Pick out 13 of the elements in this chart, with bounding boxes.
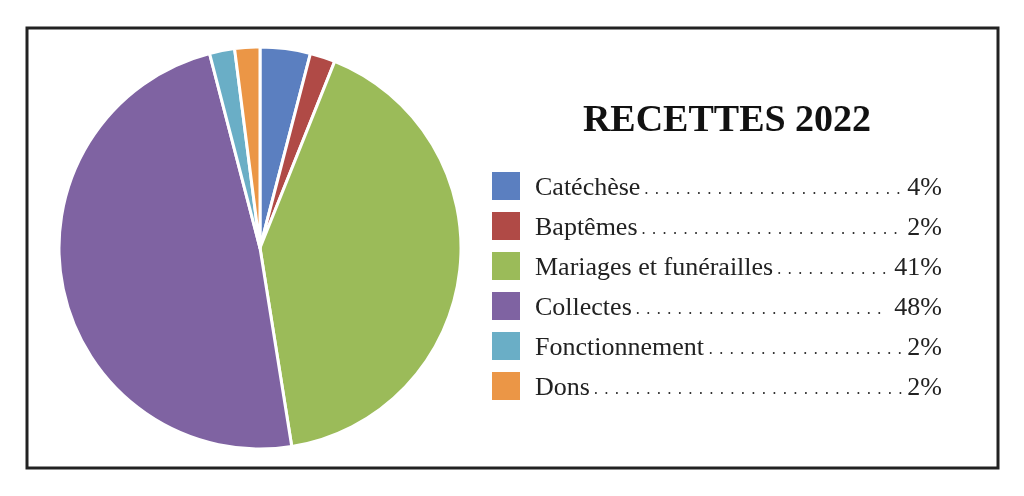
data-label: 41% bbox=[894, 252, 942, 281]
legend-label: Dons bbox=[535, 372, 590, 401]
text: RECETTES 2022 bbox=[582, 97, 872, 139]
data-label: 48% bbox=[894, 292, 942, 321]
data-label: 2% bbox=[907, 332, 942, 361]
legend-label: Fonctionnement bbox=[535, 332, 705, 361]
legend-label: Collectes bbox=[535, 292, 632, 321]
legend-label: Baptêmes bbox=[535, 212, 638, 241]
legend-label: Catéchèse bbox=[535, 172, 641, 201]
data-label: 2% bbox=[907, 372, 942, 401]
legend-label: Mariages et funérailles bbox=[535, 252, 774, 281]
data-label: 4% bbox=[907, 172, 942, 201]
data-label: 2% bbox=[907, 212, 942, 241]
